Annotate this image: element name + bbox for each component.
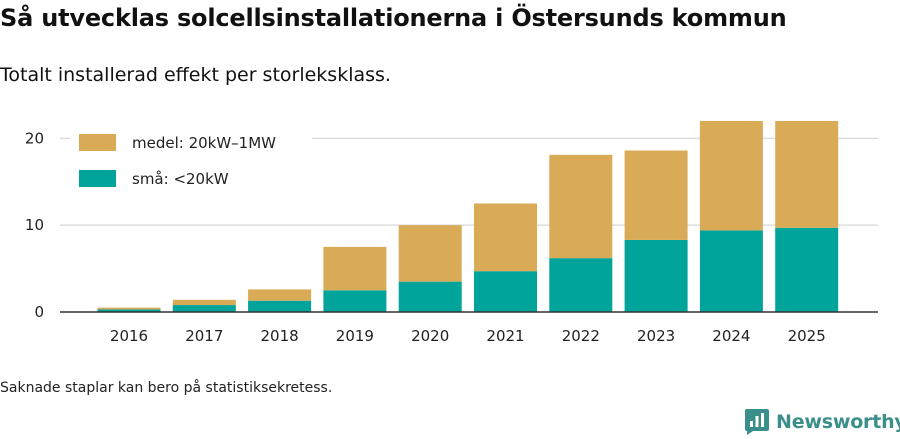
bar-sma-2018: [248, 300, 312, 312]
x-tick-label-2018: 2018: [261, 327, 299, 345]
bar-sma-2022: [549, 258, 613, 312]
legend-swatch-sma: [79, 170, 116, 187]
x-tick-label-2022: 2022: [562, 327, 600, 345]
bar-medel-2025: [775, 120, 839, 228]
footnote: Saknade staplar kan bero på statistiksek…: [0, 380, 333, 396]
bar-medel-2023: [624, 150, 688, 240]
bar-medel-2017: [172, 299, 236, 306]
bar-sma-2023: [624, 239, 688, 312]
x-axis-labels: 2016 2017 2018 2019 2020 2021 2022 2023 2024 2025: [110, 327, 826, 345]
y-tick-label-20: 20: [25, 129, 44, 147]
x-tick-label-2020: 2020: [411, 327, 449, 345]
chart-title: Så utvecklas solcellsinstallationerna i …: [0, 4, 787, 32]
x-tick-label-2017: 2017: [185, 327, 223, 345]
y-tick-label-0: 0: [34, 303, 44, 321]
bar-sma-2021: [474, 271, 537, 312]
bar-sma-2016: [97, 309, 161, 312]
x-tick-label-2025: 2025: [788, 327, 826, 345]
bar-medel-2021: [474, 203, 537, 272]
legend-swatch-medel: [79, 134, 116, 151]
chart-subtitle: Totalt installerad effekt per storlekskl…: [0, 64, 391, 86]
bar-medel-2022: [549, 154, 613, 259]
bar-medel-2020: [398, 225, 462, 282]
x-tick-label-2023: 2023: [637, 327, 675, 345]
bar-sma-2017: [172, 305, 236, 312]
brand-name: Newsworthy: [776, 411, 900, 433]
x-tick-label-2019: 2019: [336, 327, 374, 345]
bar-chart-logo-icon: [745, 409, 769, 435]
y-axis-labels: 0 10 20: [25, 129, 44, 321]
y-tick-label-10: 10: [25, 216, 44, 234]
legend: medel: 20kW–1MW små: <20kW: [70, 126, 312, 188]
x-tick-label-2024: 2024: [712, 327, 750, 345]
bar-sma-2025: [775, 227, 839, 312]
bar-sma-2019: [323, 290, 387, 312]
bar-sma-2020: [398, 281, 462, 312]
x-tick-label-2016: 2016: [110, 327, 148, 345]
x-tick-label-2021: 2021: [486, 327, 524, 345]
brand-logo[interactable]: Newsworthy: [744, 408, 900, 436]
legend-label-medel: medel: 20kW–1MW: [132, 134, 276, 152]
bar-medel-2019: [323, 246, 387, 291]
bar-medel-2018: [248, 289, 312, 301]
bars: [97, 120, 839, 312]
bar-sma-2024: [699, 230, 763, 312]
bar-medel-2024: [699, 120, 763, 231]
legend-label-sma: små: <20kW: [132, 170, 229, 188]
bar-medel-2016: [97, 307, 161, 310]
